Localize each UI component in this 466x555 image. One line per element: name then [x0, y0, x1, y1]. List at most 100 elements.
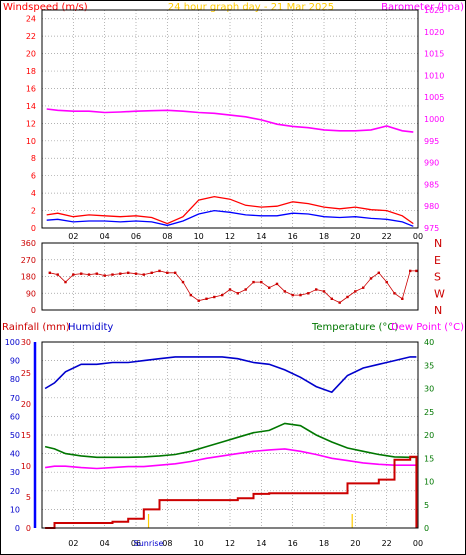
rainfall-tick-label: 0: [26, 524, 31, 533]
x-tick-label: 12: [225, 539, 235, 548]
windspeed-tick-label: 0: [31, 224, 36, 233]
barometer-tick-label: 1010: [424, 71, 444, 80]
temperature-tick-label: 40: [424, 338, 434, 347]
x-tick-label: 14: [256, 232, 266, 241]
panel-wind-barometer: 0246810121416182022249759809859909951000…: [26, 6, 445, 241]
windspeed-tick-label: 12: [26, 119, 36, 128]
windspeed-tick-label: 14: [26, 102, 36, 111]
compass-label: E: [434, 254, 441, 267]
rainfall-tick-label: 15: [21, 431, 31, 440]
windspeed-tick-label: 8: [31, 154, 36, 163]
x-tick-label: 06: [131, 232, 141, 241]
windspeed-tick-label: 22: [26, 32, 36, 41]
x-tick-label: 10: [194, 539, 204, 548]
direction-trace: [49, 270, 417, 304]
barometer-tick-label: 1020: [424, 28, 444, 37]
direction-tick-label: 360: [21, 239, 36, 248]
windspeed-tick-label: 24: [26, 15, 36, 24]
x-tick-label: 20: [350, 232, 360, 241]
temperature-tick-label: 35: [424, 361, 434, 370]
x-tick-label: 00: [413, 539, 423, 548]
barometer-tick-label: 1025: [424, 6, 444, 15]
x-tick-label: 08: [162, 232, 172, 241]
humidity-tick-label: 50: [10, 431, 20, 440]
temperature-series-line: [44, 422, 417, 459]
humidity-tick-label: 0: [15, 524, 20, 533]
humidity-tick-label: 30: [10, 468, 20, 477]
compass-label: S: [434, 271, 441, 284]
barometer-tick-label: 980: [424, 202, 439, 211]
humidity-series-line: [44, 356, 417, 394]
rainfall-tick-label: 10: [21, 462, 31, 471]
humidity-tick-label: 60: [10, 412, 20, 421]
x-tick-label: 18: [319, 232, 329, 241]
x-tick-label: 16: [288, 539, 298, 548]
x-tick-label: 00: [413, 232, 423, 241]
windspeed-tick-label: 6: [31, 172, 36, 181]
humidity-tick-label: 90: [10, 357, 20, 366]
rainfall-axis-title: Rainfall (mm): [2, 322, 70, 333]
rainfall-tick-label: 30: [21, 338, 31, 347]
rainfall-series-line: [45, 455, 418, 529]
temperature-tick-label: 5: [424, 501, 429, 510]
humidity-tick-label: 100: [5, 338, 20, 347]
wind-gust-series-line: [46, 195, 414, 225]
barometer-tick-label: 985: [424, 180, 439, 189]
barometer-tick-label: 990: [424, 159, 439, 168]
barometer-series-line: [46, 108, 414, 133]
barometer-tick-label: 1015: [424, 50, 444, 59]
rainfall-tick-label: 5: [26, 493, 31, 502]
wind-speed-series-line: [46, 209, 414, 227]
x-tick-label: 14: [256, 539, 266, 548]
x-tick-label: 22: [382, 232, 392, 241]
panel-rain-humidity-temp: 0102030405060708090100051015202530051015…: [5, 338, 434, 548]
x-tick-label: 12: [225, 232, 235, 241]
windspeed-tick-label: 16: [26, 84, 36, 93]
x-tick-label: 22: [382, 539, 392, 548]
barometer-tick-label: 1000: [424, 115, 444, 124]
windspeed-axis-title: Windspeed (m/s): [3, 2, 88, 13]
x-tick-label: 16: [288, 232, 298, 241]
x-tick-label: 10: [194, 232, 204, 241]
windspeed-tick-label: 20: [26, 50, 36, 59]
temperature-tick-label: 15: [424, 454, 434, 463]
compass-label: N: [434, 304, 442, 317]
humidity-tick-label: 80: [10, 375, 20, 384]
direction-tick-label: 270: [21, 256, 36, 265]
barometer-tick-label: 995: [424, 137, 439, 146]
temperature-tick-label: 10: [424, 478, 434, 487]
x-tick-label: 02: [68, 232, 78, 241]
barometer-tick-label: 1005: [424, 93, 444, 102]
windspeed-tick-label: 4: [31, 189, 36, 198]
x-tick-label: 02: [68, 539, 78, 548]
x-tick-label: 20: [350, 539, 360, 548]
compass-label: N: [434, 237, 442, 250]
direction-tick-label: 180: [21, 273, 36, 282]
temperature-tick-label: 25: [424, 408, 434, 417]
x-tick-label: 08: [162, 539, 172, 548]
rainfall-tick-label: 20: [21, 400, 31, 409]
compass-label: W: [434, 287, 445, 300]
x-tick-label: 06: [131, 539, 141, 548]
humidity-tick-label: 40: [10, 450, 20, 459]
wind-plot-frame: [41, 9, 419, 229]
direction-plot-frame: [41, 242, 419, 311]
dewpoint-axis-title: Dew Point (°C): [391, 322, 464, 333]
rainfall-tick-label: 25: [21, 369, 31, 378]
temperature-axis-title: Temperature (°C): [311, 322, 398, 333]
barometer-axis-title: Barometer (hpa): [381, 2, 464, 13]
sunrise-label: Sunrise: [134, 539, 164, 548]
windspeed-tick-label: 18: [26, 67, 36, 76]
humidity-tick-label: 20: [10, 487, 20, 496]
direction-point: [415, 269, 418, 273]
temperature-tick-label: 30: [424, 385, 434, 394]
x-tick-label: 04: [100, 539, 110, 548]
barometer-tick-label: 975: [424, 224, 439, 233]
windspeed-tick-label: 10: [26, 137, 36, 146]
temperature-tick-label: 20: [424, 431, 434, 440]
humidity-tick-label: 10: [10, 505, 20, 514]
windspeed-tick-label: 2: [31, 207, 36, 216]
